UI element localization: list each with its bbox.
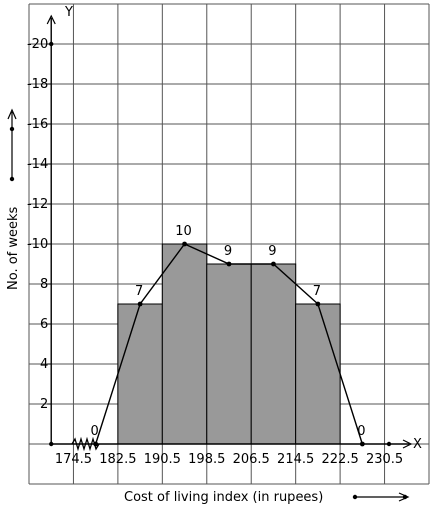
y-tick-label: -10 bbox=[27, 237, 48, 252]
data-label: 9 bbox=[224, 244, 232, 259]
data-label: 7 bbox=[135, 284, 143, 299]
polygon-point bbox=[315, 301, 321, 307]
polygon-point bbox=[226, 261, 232, 267]
x-tick-label: 230.5 bbox=[366, 452, 403, 467]
y-tick-label: 2 bbox=[40, 397, 48, 412]
data-label: 0 bbox=[357, 424, 365, 439]
data-label: 7 bbox=[313, 284, 321, 299]
x-tick-label: 174.5 bbox=[55, 452, 92, 467]
histogram-bar bbox=[161, 243, 208, 445]
y-tick-label: -16 bbox=[27, 117, 48, 132]
x-axis-end-point bbox=[386, 441, 392, 447]
y-tick-label: -12 bbox=[27, 197, 48, 212]
data-label: 10 bbox=[175, 224, 192, 239]
axes bbox=[46, 14, 413, 449]
x-direction-arrow bbox=[352, 492, 410, 502]
polygon-point bbox=[137, 301, 143, 307]
polygon-point bbox=[359, 441, 365, 447]
histogram-bars bbox=[117, 243, 341, 445]
y-direction-arrow bbox=[7, 108, 17, 182]
y-tick-label: -14 bbox=[27, 157, 48, 172]
polygon-point bbox=[182, 241, 187, 247]
data-label: 9 bbox=[268, 244, 276, 259]
tick-labels: 174.5 182.5 190.5 198.5 206.5 214.5 222.5 230.5… bbox=[27, 37, 403, 467]
x-tick-label: 198.5 bbox=[188, 452, 225, 467]
data-label: 0 bbox=[91, 424, 99, 439]
y-tick-label: 4 bbox=[40, 357, 48, 372]
x-tick-label: 222.5 bbox=[322, 452, 359, 467]
histogram-bar bbox=[206, 263, 252, 445]
y-axis-arrowhead bbox=[46, 14, 56, 25]
histogram-bar bbox=[117, 303, 163, 445]
origin-point bbox=[49, 441, 54, 447]
y-axis-title: No. of weeks bbox=[6, 206, 21, 290]
axis-break-icon bbox=[71, 436, 100, 452]
y-tick-label: 6 bbox=[40, 317, 48, 332]
x-tick-label: 214.5 bbox=[277, 452, 314, 467]
x-axis-title: Cost of living index (in rupees) bbox=[124, 490, 323, 505]
x-axis-name: X bbox=[413, 437, 422, 452]
y-axis-name: Y bbox=[64, 5, 73, 20]
x-tick-label: 190.5 bbox=[144, 452, 181, 467]
x-tick-label: 206.5 bbox=[233, 452, 270, 467]
x-tick-label: 182.5 bbox=[99, 452, 136, 467]
y-tick-label: -18 bbox=[27, 77, 48, 92]
data-labels: 0 7 10 9 9 7 0 bbox=[91, 224, 366, 439]
y-tick-label: 8 bbox=[40, 277, 48, 292]
histogram-bar bbox=[250, 263, 297, 445]
histogram-bar bbox=[295, 303, 341, 445]
x-axis-arrowhead bbox=[402, 439, 413, 449]
polygon-point bbox=[271, 261, 276, 267]
y-tick-label: -20 bbox=[27, 37, 48, 52]
